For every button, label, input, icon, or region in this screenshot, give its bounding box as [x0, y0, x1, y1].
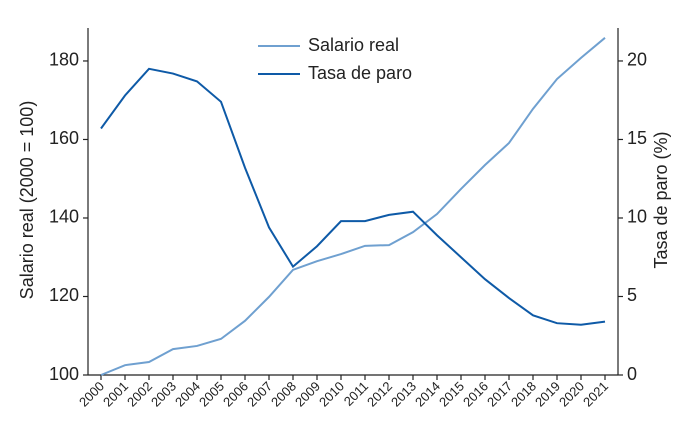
y-tick-label: 180 — [49, 50, 79, 70]
y2-tick-label: 15 — [627, 128, 647, 148]
y2-tick-label: 0 — [627, 364, 637, 384]
line — [100, 67, 606, 326]
y-tick-label: 160 — [49, 128, 79, 148]
x-tick-label: 2006 — [220, 379, 251, 410]
y-axis-label: Salario real (2000 = 100) — [17, 101, 37, 300]
x-tick-label: 2004 — [172, 379, 203, 410]
x-tick-label: 2012 — [364, 379, 395, 410]
x-tick-label: 2016 — [460, 379, 491, 410]
x-tick-label: 2013 — [388, 379, 419, 410]
y-tick-label: 140 — [49, 207, 79, 227]
x-tick-label: 2019 — [532, 379, 563, 410]
x-tick-label: 2007 — [244, 379, 275, 410]
y2-tick-label: 10 — [627, 207, 647, 227]
y2-tick-label: 20 — [627, 50, 647, 70]
x-tick-label: 2010 — [316, 379, 347, 410]
x-tick-label: 2011 — [341, 379, 371, 409]
x-tick-label: 2000 — [76, 379, 107, 410]
y2-tick-label: 5 — [627, 285, 637, 305]
legend-label: Tasa de paro — [308, 63, 412, 83]
line — [100, 37, 606, 376]
legend-label: Salario real — [308, 35, 399, 55]
x-tick-label: 2005 — [196, 379, 227, 410]
y-tick-label: 100 — [49, 364, 79, 384]
x-tick-label: 2001 — [100, 379, 131, 410]
x-tick-label: 2008 — [268, 379, 299, 410]
x-tick-label: 2017 — [484, 379, 515, 410]
x-tick-label: 2015 — [436, 379, 467, 410]
y-tick-label: 120 — [49, 285, 79, 305]
x-tick-label: 2002 — [124, 379, 155, 410]
x-tick-label: 2003 — [148, 379, 179, 410]
x-tick-label: 2018 — [508, 379, 539, 410]
x-tick-label: 2020 — [556, 379, 587, 410]
x-tick-label: 2009 — [292, 379, 323, 410]
x-tick-label: 2014 — [412, 379, 443, 410]
x-tick-label: 2021 — [580, 379, 611, 410]
y2-axis-label: Tasa de paro (%) — [651, 131, 671, 268]
